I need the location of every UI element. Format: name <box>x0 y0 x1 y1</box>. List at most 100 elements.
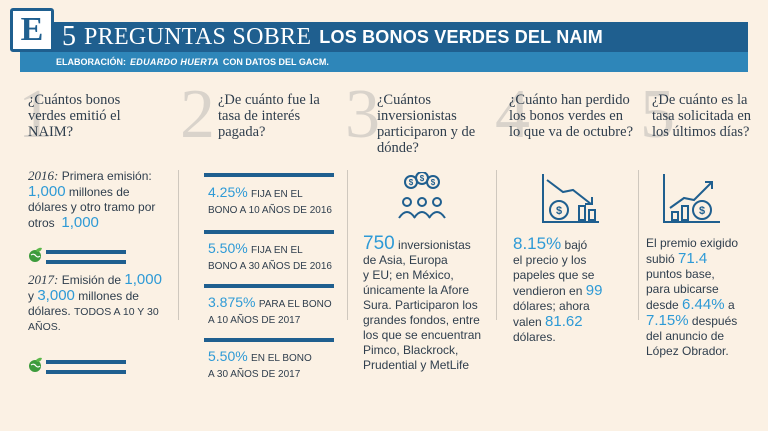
q3-value: 750 <box>363 233 395 254</box>
rate-item-1: 4.25% FIJA EN EL BONO A 10 AÑOS DE 2016 <box>208 184 332 219</box>
q1-line1a: Primera emisión: <box>61 169 152 183</box>
title-bar <box>20 22 748 52</box>
decor-bar <box>204 284 334 288</box>
q4-line: bajó <box>564 238 588 252</box>
rising-chart-icon: $ <box>663 174 720 223</box>
q1-value-1: 1,000 <box>28 183 66 200</box>
q3-line: inversionistas <box>398 238 471 252</box>
q3-line: grandes fondos, entre <box>363 313 480 327</box>
q5-line: después <box>691 314 738 328</box>
q4-value: 8.15% <box>513 234 562 253</box>
question-4-column: 4 ¿Cuánto han perdido los bonos verdes e… <box>495 80 635 410</box>
q3-line: Pimco, Blackrock, <box>363 343 459 357</box>
credit-name: EDUARDO HUERTA <box>130 57 219 67</box>
q1-line1c: dólares y otro tramo por <box>28 200 156 214</box>
q1-line2a: Emisión de <box>61 273 122 287</box>
rate-item-2: 5.50% FIJA EN EL BONO A 30 AÑOS DE 2016 <box>208 240 332 275</box>
decor-bar <box>46 360 126 364</box>
q3-text: 750 inversionistas de Asia, Europa y EU;… <box>363 233 493 373</box>
q4-line: dólares; ahora <box>513 299 590 313</box>
q1-line2f: AÑOS. <box>28 321 61 333</box>
question-1-column: 1 ¿Cuántos bonos verdes emitió el NAIM? … <box>18 80 173 410</box>
rate-desc: BONO A 30 AÑOS DE 2016 <box>208 261 332 272</box>
question-2-column: 2 ¿De cuánto fue la tasa de interés paga… <box>180 80 345 410</box>
q4-text: 8.15% bajó el precio y los papeles que s… <box>513 234 631 345</box>
rate-value: 3.875% <box>208 294 256 310</box>
question-3-text: ¿Cuántos inversionistas participaron y d… <box>377 92 476 156</box>
rate-desc: EN EL BONO <box>251 353 312 364</box>
question-3-column: 3 ¿Cuántos inversionistas participaron y… <box>345 80 490 410</box>
q5-line: del anuncio de <box>646 329 725 343</box>
question-5-column: 5 ¿De cuánto es la tasa solicitada en lo… <box>640 80 765 410</box>
q5-line: puntos base, <box>646 267 715 281</box>
credit-bar <box>20 52 748 72</box>
investors-icon: $ $ $ <box>398 172 446 219</box>
question-2-text: ¿De cuánto fue la tasa de interés pagada… <box>218 92 320 140</box>
question-2-number: 2 <box>180 76 215 153</box>
q3-line: Sura. Participaron los <box>363 298 478 312</box>
header: E 5 PREGUNTAS SOBRE LOS BONOS VERDES DEL… <box>0 0 768 75</box>
decor-bar <box>204 230 334 234</box>
title-number: 5 <box>62 21 76 52</box>
q1-value-4: 3,000 <box>37 287 75 304</box>
credit-prefix: ELABORACIÓN: <box>56 57 126 67</box>
q1-year-2017: 2017: <box>28 272 59 287</box>
q1-line2c: millones de <box>78 289 139 303</box>
rate-item-3: 3.875% PARA EL BONO A 10 AÑOS DE 2017 <box>208 294 332 329</box>
rate-value: 5.50% <box>208 348 248 364</box>
rate-item-4: 5.50% EN EL BONO A 30 AÑOS DE 2017 <box>208 348 312 383</box>
q1-line2d: dólares. <box>28 304 71 318</box>
svg-text:$: $ <box>409 178 414 187</box>
question-1-number: 1 <box>18 76 53 153</box>
q4-line: valen <box>513 315 542 329</box>
q5-line: subió <box>646 252 675 266</box>
q1-year-2016: 2016: <box>28 168 59 183</box>
q1-2017-text: 2017: Emisión de 1,000 y 3,000 millones … <box>28 272 178 335</box>
q1-line1d: otros <box>28 216 55 230</box>
q5-line: López Obrador. <box>646 344 729 358</box>
q3-line: únicamente la Afore <box>363 283 470 297</box>
globe-leaf-icon <box>29 247 42 262</box>
q5-value-2: 6.44% <box>682 296 725 313</box>
rate-value: 4.25% <box>208 184 248 200</box>
rate-desc: PARA EL BONO <box>258 299 332 310</box>
rate-value: 5.50% <box>208 240 248 256</box>
column-divider <box>496 170 497 320</box>
svg-text:$: $ <box>699 205 705 217</box>
page-title: 5 PREGUNTAS SOBRE LOS BONOS VERDES DEL N… <box>62 21 603 52</box>
question-5-text: ¿De cuánto es la tasa solicitada en los … <box>652 92 752 140</box>
title-bold: LOS BONOS VERDES DEL NAIM <box>319 26 603 47</box>
q4-line: vendieron en <box>513 284 583 298</box>
title-light: PREGUNTAS SOBRE <box>84 23 312 50</box>
question-1-text: ¿Cuántos bonos verdes emitió el NAIM? <box>28 92 121 140</box>
credit-line: ELABORACIÓN: EDUARDO HUERTA CON DATOS DE… <box>56 54 329 70</box>
q4-value-3: 81.62 <box>545 313 583 330</box>
q1-line2b: y <box>28 289 34 303</box>
q5-line: desde <box>646 298 679 312</box>
question-3-number: 3 <box>345 76 380 153</box>
decor-bar <box>46 370 126 374</box>
q3-line: de Asia, Europa <box>363 253 448 267</box>
globe-leaf-icon <box>29 357 42 372</box>
decor-bar <box>46 250 126 254</box>
q5-value-3: 7.15% <box>646 312 689 329</box>
decor-bar <box>204 338 334 342</box>
column-divider <box>178 170 179 320</box>
q4-line: papeles que se <box>513 268 595 282</box>
q5-line: a <box>727 298 735 312</box>
declining-chart-icon: $ <box>542 174 599 223</box>
question-4-number: 4 <box>495 76 530 153</box>
q1-line2e: TODOS A 10 Y 30 <box>74 306 159 318</box>
q5-text: El premio exigido subió 71.4 puntos base… <box>646 236 764 359</box>
q1-2016-text: 2016: Primera emisión: 1,000 millones de… <box>28 168 173 231</box>
q5-line: para ubicarse <box>646 282 719 296</box>
column-divider <box>347 170 348 320</box>
q1-value-3: 1,000 <box>124 271 162 288</box>
credit-suffix: CON DATOS DEL GACM. <box>222 57 329 67</box>
decor-bar <box>46 260 126 264</box>
q4-line: dólares. <box>513 330 556 344</box>
decor-bar <box>204 173 334 177</box>
rate-desc: FIJA EN EL <box>251 189 303 200</box>
rate-desc: A 10 AÑOS DE 2017 <box>208 315 301 326</box>
q3-line: Prudential y MetLife <box>363 358 470 372</box>
